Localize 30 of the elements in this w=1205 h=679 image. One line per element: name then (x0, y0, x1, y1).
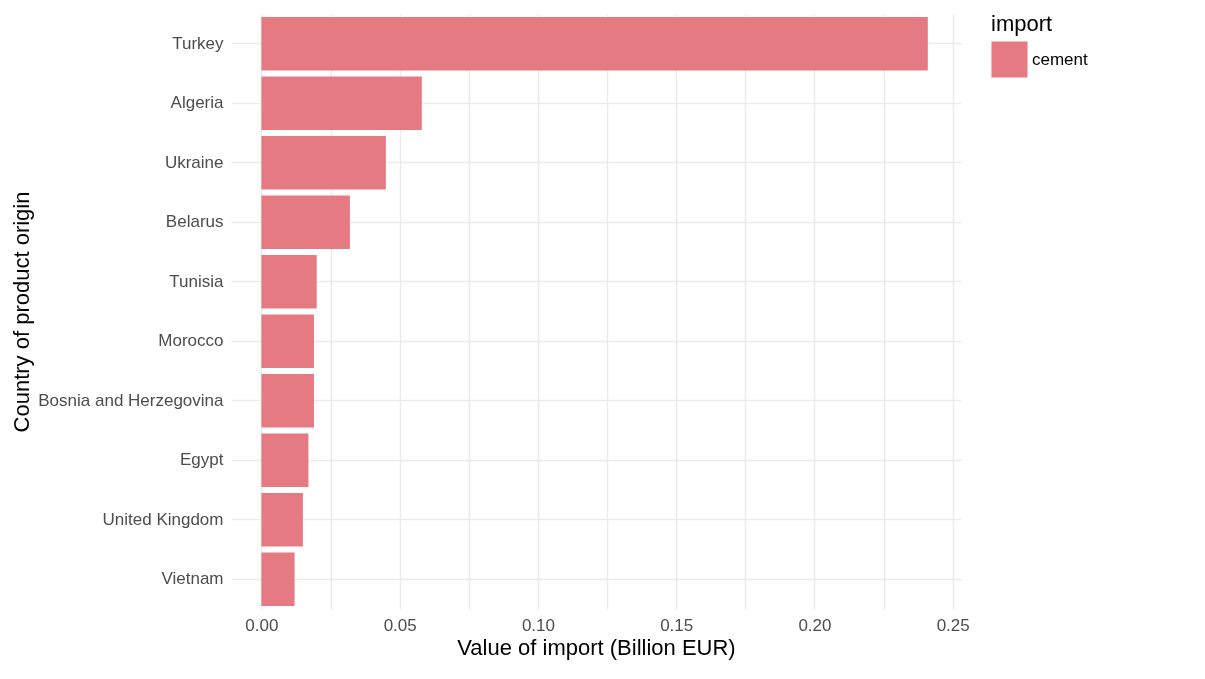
bar (261, 492, 303, 547)
legend-label: cement (1032, 49, 1089, 69)
x-tick-label: 0.05 (383, 615, 417, 635)
bar (261, 76, 422, 131)
y-tick-label: Algeria (170, 93, 225, 113)
bar (261, 433, 309, 488)
y-tick-label: Vietnam (161, 569, 224, 589)
y-tick-label: Ukraine (164, 152, 224, 172)
y-tick-label: Belarus (165, 212, 224, 232)
bar (261, 373, 314, 428)
bar (261, 254, 317, 309)
bar (261, 135, 386, 190)
bar (261, 16, 928, 71)
y-tick-label: Morocco (158, 331, 224, 351)
x-tick-label: 0.10 (521, 615, 555, 635)
y-axis-title: Country of product origin (9, 191, 35, 433)
x-tick-label: 0.00 (245, 615, 279, 635)
y-tick-label: United Kingdom (102, 509, 224, 529)
bar (261, 552, 295, 607)
bar (261, 195, 350, 250)
x-tick-label: 0.20 (798, 615, 832, 635)
y-tick-label: Tunisia (169, 271, 225, 291)
x-axis-title: Value of import (Billion EUR) (457, 634, 736, 660)
y-tick-label: Egypt (180, 450, 224, 470)
x-tick-label: 0.15 (660, 615, 694, 635)
y-tick-label: Turkey (172, 33, 224, 53)
x-tick-label: 0.25 (936, 615, 970, 635)
bar (261, 314, 314, 369)
legend-title: import (991, 11, 1053, 36)
y-tick-label: Bosnia and Herzegovina (38, 390, 225, 410)
